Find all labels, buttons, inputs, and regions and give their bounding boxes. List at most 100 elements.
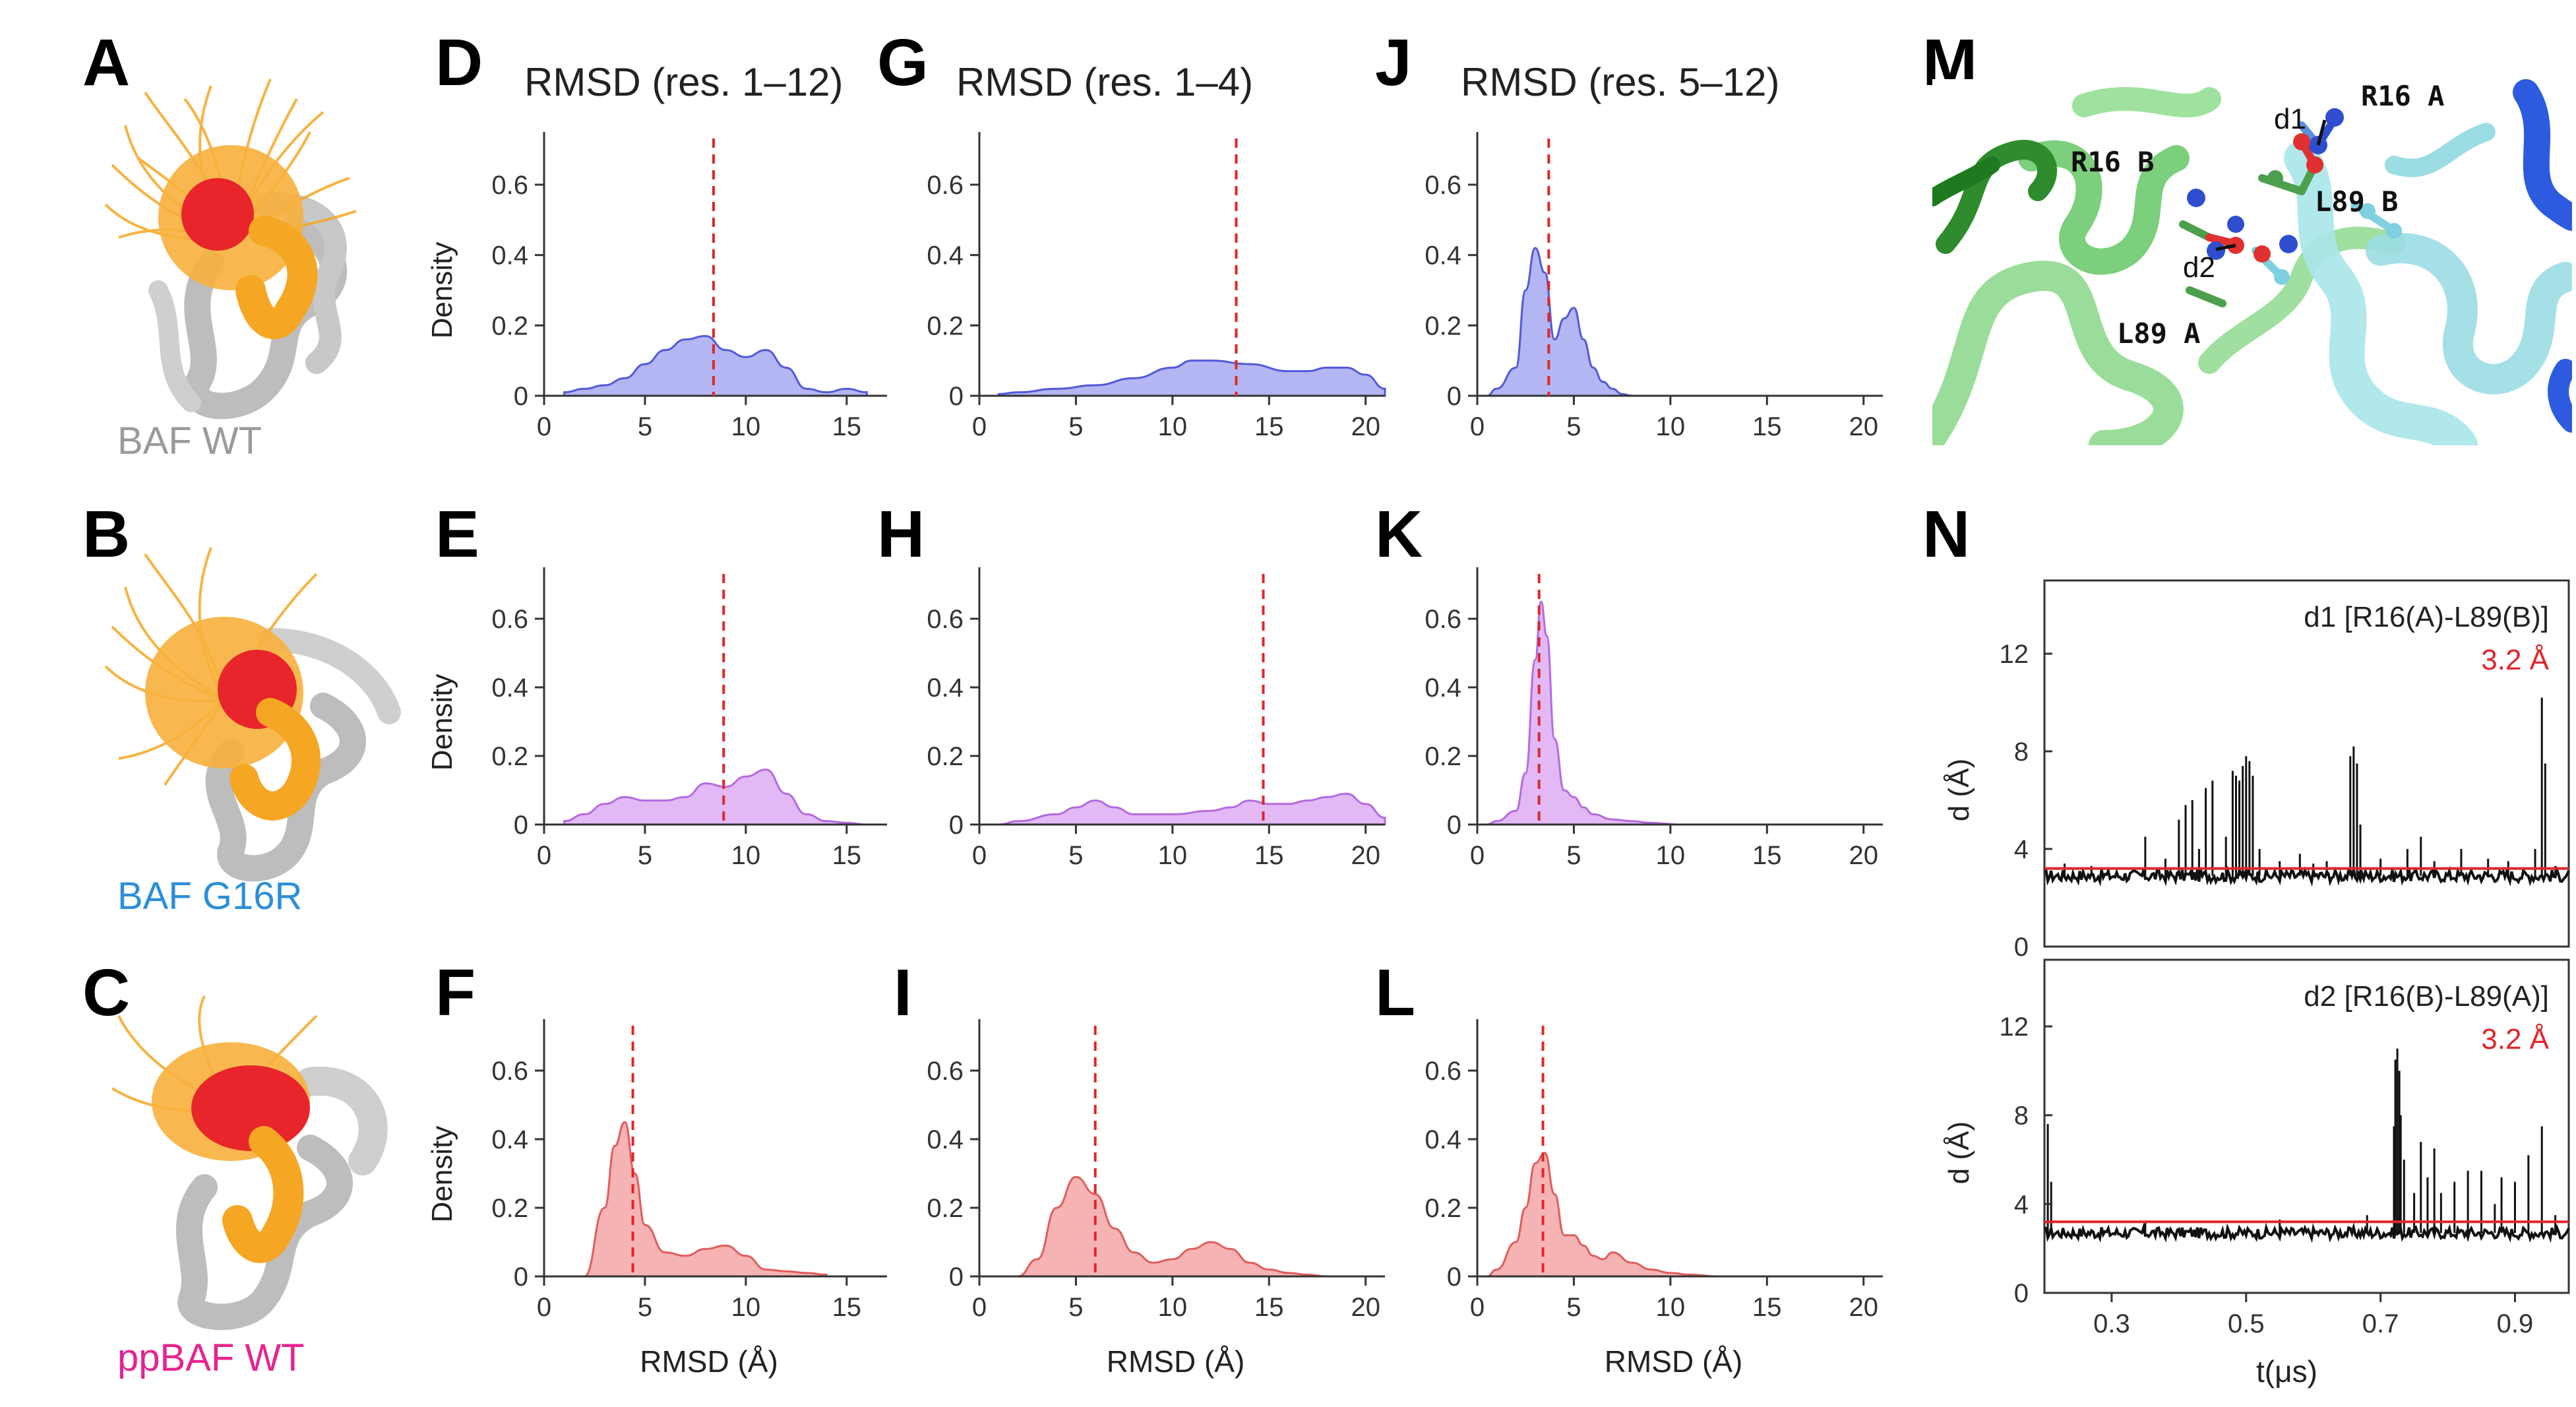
- x-tick-label-g: 10: [1158, 412, 1188, 441]
- y-tick-label-k: 0: [1447, 811, 1461, 840]
- x-label-f: RMSD (Å): [640, 1344, 778, 1379]
- y-tick-label-g: 0.6: [927, 171, 964, 200]
- y-tick-label-e: 0.2: [491, 742, 528, 771]
- x-tick-label-d2: 0.9: [2497, 1309, 2534, 1338]
- x-tick-label-i: 0: [972, 1293, 987, 1322]
- y-tick-label-f: 0.6: [491, 1057, 528, 1086]
- panel-letter-h: H: [877, 497, 925, 571]
- panel-letter-n: N: [1922, 497, 1971, 571]
- y-tick-label-d: 0.6: [491, 171, 528, 200]
- mlabel-r16b: R16 B: [2071, 146, 2154, 178]
- panel-letter-c: C: [82, 956, 131, 1030]
- density-area-f: [584, 1121, 828, 1278]
- x-tick-label-h: 15: [1254, 841, 1284, 870]
- x-label-i: RMSD (Å): [1107, 1344, 1245, 1379]
- x-tick-label-e: 0: [537, 841, 551, 870]
- y-tick-label-i: 0.4: [927, 1125, 964, 1154]
- y-tick-label-e: 0.6: [491, 605, 528, 634]
- x-tick-label-j: 20: [1849, 412, 1878, 441]
- x-tick-label-l: 0: [1470, 1293, 1485, 1322]
- y-tick-label-d: 0.4: [491, 241, 528, 270]
- series-line-d2: [2044, 1222, 2570, 1243]
- y-tick-label-k: 0.2: [1425, 742, 1461, 771]
- y-tick-label-i: 0.6: [927, 1057, 964, 1086]
- structure-ppbaf-wt: [111, 995, 388, 1330]
- x-tick-label-h: 5: [1068, 841, 1083, 870]
- structure-label-baf-g16r: BAF G16R: [117, 875, 303, 918]
- y-tick-label-d: 0: [514, 382, 528, 411]
- y-tick-label-g: 0.2: [927, 311, 964, 340]
- y-tick-label-h: 0: [949, 811, 964, 840]
- x-label-d2: t(μs): [2256, 1354, 2317, 1389]
- x-tick-label-g: 0: [972, 412, 987, 441]
- density-area-k: [1487, 600, 1680, 826]
- panel-letter-a: A: [82, 26, 131, 100]
- x-tick-label-f: 10: [731, 1293, 761, 1322]
- x-tick-label-e: 10: [731, 841, 761, 870]
- y-tick-label-k: 0.4: [1425, 673, 1461, 703]
- x-tick-label-d2: 0.7: [2362, 1309, 2399, 1338]
- y-tick-label-d2: 8: [2014, 1102, 2029, 1131]
- y-tick-label-d2: 4: [2014, 1190, 2029, 1219]
- y-label-e: Density: [426, 674, 458, 771]
- column-title-g: RMSD (res. 1–4): [956, 60, 1254, 104]
- series-line-d1: [2044, 865, 2570, 887]
- x-tick-label-j: 15: [1752, 412, 1782, 441]
- y-label-f: Density: [426, 1126, 458, 1223]
- x-tick-label-j: 5: [1566, 412, 1581, 441]
- y-tick-label-h: 0.2: [927, 742, 964, 771]
- density-area-j: [1487, 247, 1632, 397]
- y-tick-label-g: 0: [949, 382, 964, 411]
- threshold-label-d1: 3.2 Å: [2481, 644, 2549, 676]
- mlabel-l89a: L89 A: [2117, 317, 2200, 350]
- panel-letter-g: G: [877, 26, 929, 100]
- y-tick-label-l: 0: [1447, 1263, 1461, 1292]
- y-tick-label-d1: 0: [2014, 933, 2029, 962]
- y-label-d: Density: [426, 242, 458, 339]
- panel-letter-f: F: [435, 956, 476, 1030]
- x-tick-label-h: 20: [1351, 841, 1380, 870]
- y-tick-label-l: 0.2: [1425, 1194, 1461, 1223]
- x-tick-label-i: 15: [1254, 1293, 1284, 1322]
- y-tick-label-d1: 12: [2000, 640, 2029, 669]
- x-tick-label-k: 20: [1849, 841, 1878, 870]
- y-tick-label-l: 0.4: [1425, 1125, 1461, 1154]
- mlabel-r16a: R16 A: [2361, 80, 2444, 112]
- y-tick-label-f: 0.2: [491, 1194, 528, 1223]
- x-tick-label-l: 10: [1656, 1293, 1686, 1322]
- threshold-label-d2: 3.2 Å: [2481, 1023, 2549, 1055]
- y-tick-label-d2: 0: [2014, 1279, 2029, 1308]
- structure-baf-g16r: [104, 547, 401, 882]
- panel-letter-l: L: [1375, 956, 1416, 1030]
- x-tick-label-k: 5: [1566, 841, 1581, 870]
- y-tick-label-f: 0.4: [491, 1125, 528, 1154]
- x-tick-label-g: 15: [1254, 412, 1284, 441]
- x-tick-label-f: 5: [638, 1293, 652, 1322]
- density-area-g: [997, 360, 1386, 397]
- panel-letter-j: J: [1375, 26, 1412, 100]
- x-tick-label-d2: 0.5: [2228, 1309, 2265, 1338]
- series-title-d2: d2 [R16(B)-L89(A)]: [2304, 980, 2549, 1013]
- x-tick-label-g: 5: [1068, 412, 1083, 441]
- x-tick-label-l: 20: [1849, 1293, 1878, 1322]
- density-area-h: [998, 792, 1386, 826]
- x-tick-label-h: 0: [972, 841, 987, 870]
- density-area-d: [563, 334, 868, 397]
- density-area-l: [1487, 1152, 1719, 1278]
- mlabel-l89b: L89 B: [2315, 185, 2398, 218]
- y-tick-label-d2: 12: [2000, 1013, 2029, 1042]
- x-tick-label-d: 0: [537, 412, 551, 441]
- x-tick-label-i: 5: [1068, 1293, 1083, 1322]
- y-tick-label-h: 0.4: [927, 673, 964, 703]
- x-tick-label-k: 15: [1752, 841, 1782, 870]
- y-label-d2: d (Å): [1943, 1121, 1975, 1184]
- mlabel-d1: d1: [2274, 103, 2306, 135]
- panel-letter-i: I: [894, 956, 912, 1030]
- x-tick-label-k: 10: [1656, 841, 1686, 870]
- density-area-i: [1018, 1175, 1328, 1278]
- column-title-d: RMSD (res. 1–12): [524, 60, 843, 104]
- y-tick-label-e: 0.4: [491, 673, 528, 703]
- y-tick-label-j: 0: [1447, 382, 1461, 411]
- y-tick-label-d1: 8: [2014, 737, 2029, 766]
